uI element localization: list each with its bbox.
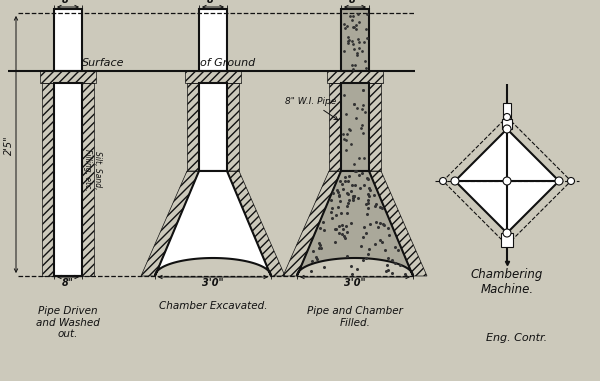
Text: Eng. Contr.: Eng. Contr. [487, 333, 548, 343]
Bar [502, 119, 512, 129]
Polygon shape [155, 171, 271, 276]
Text: Chambering
Machine.: Chambering Machine. [471, 268, 543, 296]
Circle shape [451, 177, 459, 185]
Bar [501, 233, 513, 247]
Circle shape [503, 125, 511, 133]
Bar [54, 9, 82, 71]
Bar [341, 9, 369, 71]
Polygon shape [297, 171, 413, 276]
Text: 2'5": 2'5" [4, 135, 14, 155]
Circle shape [503, 229, 511, 237]
Circle shape [503, 177, 511, 185]
Text: Pipe Driven
and Washed
out.: Pipe Driven and Washed out. [36, 306, 100, 339]
Polygon shape [455, 129, 559, 233]
Circle shape [555, 177, 563, 185]
Text: Chamber Excavated.: Chamber Excavated. [159, 301, 267, 311]
Bar [199, 9, 227, 71]
Text: Pipe and Chamber
Filled.: Pipe and Chamber Filled. [307, 306, 403, 328]
Text: 8": 8" [62, 278, 74, 288]
Bar [54, 83, 82, 276]
Text: Surface: Surface [82, 58, 125, 68]
Bar [199, 83, 227, 171]
Circle shape [439, 178, 446, 184]
Text: 8": 8" [349, 0, 361, 5]
Text: 8" W.I. Pipe: 8" W.I. Pipe [285, 97, 338, 120]
Bar [341, 105, 369, 113]
Bar [503, 103, 511, 119]
Text: 8": 8" [62, 0, 74, 5]
Circle shape [503, 114, 511, 120]
Text: 3'0": 3'0" [344, 278, 366, 288]
Text: Silt, Sand,
Filling, etc.: Silt, Sand, Filling, etc. [83, 149, 103, 191]
Text: 3'0": 3'0" [202, 278, 224, 288]
Circle shape [568, 178, 575, 184]
Bar [341, 83, 369, 171]
Text: 8": 8" [207, 0, 219, 5]
Text: of Ground: of Ground [200, 58, 255, 68]
